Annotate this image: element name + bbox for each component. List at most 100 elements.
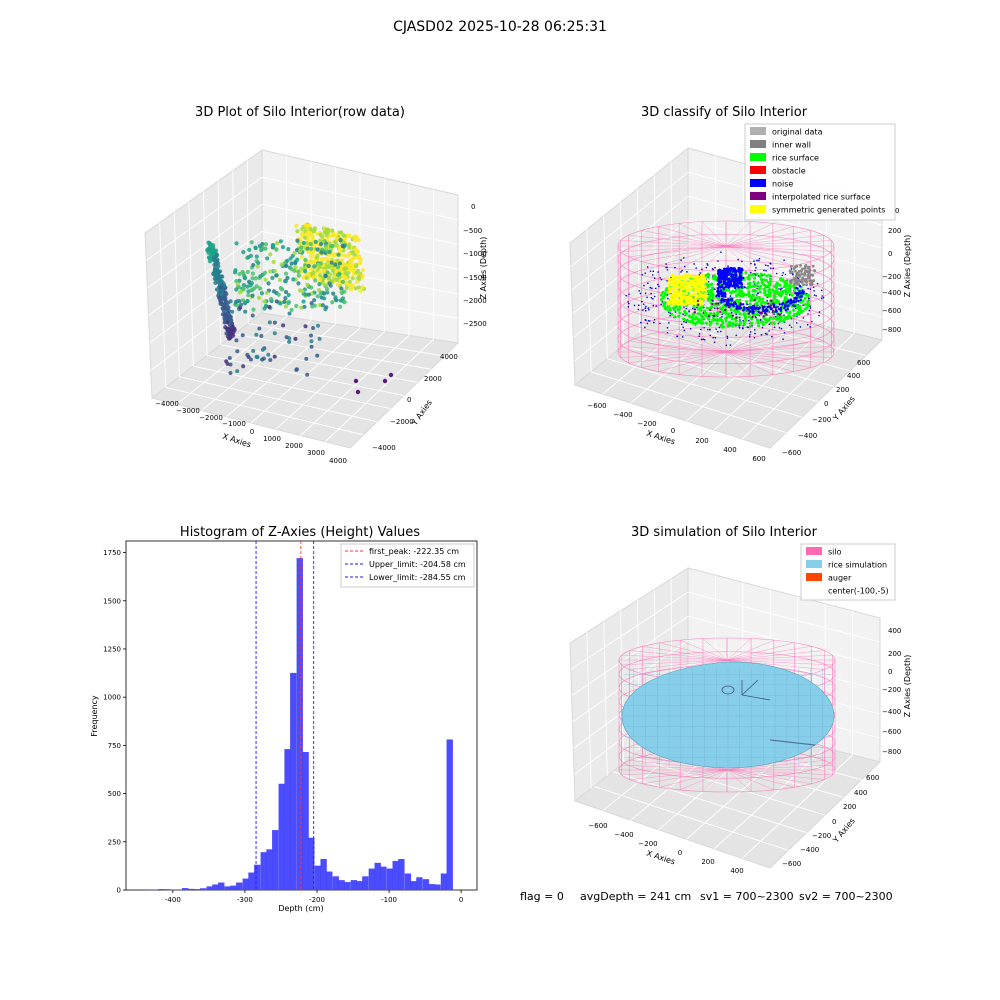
- rice-surface-point: [718, 316, 722, 320]
- raw-point: [315, 294, 320, 299]
- histogram-bar: [314, 865, 321, 891]
- histogram-bar: [284, 749, 291, 891]
- raw-point: [250, 276, 255, 281]
- grid-line: [741, 754, 853, 859]
- simulation-ytick: 400: [854, 789, 867, 797]
- legend-swatch: [806, 547, 822, 555]
- noise-point: [676, 335, 679, 337]
- noise-point: [650, 292, 652, 295]
- raw-point: [317, 277, 322, 282]
- noise-point: [770, 263, 772, 265]
- noise-point: [788, 324, 791, 327]
- raw-point: [267, 320, 272, 325]
- noise-point: [754, 332, 756, 335]
- raw-point: [339, 230, 344, 235]
- symmetric-point: [685, 296, 689, 300]
- grid-line: [573, 244, 689, 339]
- inner-wall-point: [803, 271, 807, 275]
- panel-histogram: Histogram of Z-Axies (Height) Values -40…: [90, 525, 478, 913]
- classify-3d-xticks: −600 −400 −200 0 200 400 600: [587, 402, 765, 463]
- raw-point: [243, 309, 248, 314]
- raw-point: [285, 275, 290, 281]
- noise-point: [674, 266, 676, 269]
- legend-swatch: [750, 205, 766, 213]
- histogram-bar: [422, 879, 430, 891]
- raw-point: [254, 354, 259, 359]
- noise-point: [755, 306, 759, 309]
- rice-surface-point: [748, 302, 752, 306]
- panel-raw-3d-title: 3D Plot of Silo Interior(row data): [195, 105, 405, 120]
- noise-point: [790, 268, 793, 270]
- noise-point: [813, 290, 815, 292]
- symmetric-point: [673, 275, 677, 279]
- rice-surface-point: [761, 320, 765, 324]
- noise-point: [783, 305, 787, 308]
- inner-wall-point: [797, 270, 801, 273]
- raw-point: [340, 243, 345, 249]
- simulation-xtick: −600: [588, 822, 607, 830]
- histogram-bar: [182, 888, 189, 891]
- silo-radial: [725, 234, 824, 247]
- raw-point: [269, 296, 274, 302]
- rice-surface-point: [783, 283, 787, 287]
- interpolated-point: [758, 311, 761, 314]
- inner-wall-point: [813, 269, 816, 272]
- noise-point: [720, 283, 724, 287]
- noise-point: [729, 267, 733, 271]
- noise-point: [713, 307, 716, 309]
- noise-point: [743, 308, 746, 311]
- raw-point: [246, 293, 251, 298]
- raw-point: [250, 293, 255, 298]
- classify-ztick: −800: [882, 326, 901, 334]
- interpolated-point: [733, 302, 736, 305]
- noise-point: [720, 272, 723, 275]
- rice-surface-point: [789, 315, 793, 319]
- rice-surface-point: [724, 288, 728, 292]
- ytick-label: 1250: [103, 645, 121, 653]
- rice-surface-point: [746, 276, 750, 280]
- raw-point: [228, 362, 233, 367]
- raw-point: [360, 274, 365, 279]
- symmetric-point: [693, 297, 697, 301]
- raw-point: [223, 298, 228, 303]
- interpolated-point: [731, 314, 735, 317]
- histogram-bar: [428, 884, 435, 891]
- raw-point: [344, 276, 349, 281]
- silo-radial: [725, 245, 794, 266]
- noise-point: [718, 277, 721, 280]
- raw-ytick: −4000: [372, 444, 396, 452]
- classify-3d-ylabel: Y Axies: [831, 394, 857, 423]
- silo-radial: [679, 223, 727, 247]
- noise-point: [720, 299, 723, 302]
- raw-point: [356, 238, 361, 243]
- histogram-bar: [302, 751, 309, 891]
- raw-point: [237, 272, 242, 277]
- noise-point: [789, 302, 792, 305]
- raw-point: [312, 298, 317, 303]
- raw-point: [331, 253, 336, 258]
- raw-point: [285, 258, 290, 263]
- rice-surface-point: [734, 310, 738, 314]
- rice-surface-point: [715, 322, 719, 326]
- grid-line: [687, 591, 881, 643]
- symmetric-point: [680, 276, 684, 280]
- symmetric-point: [700, 274, 704, 278]
- raw-xtick: 1000: [263, 435, 281, 443]
- raw-point: [283, 271, 289, 276]
- noise-point: [735, 313, 737, 316]
- noise-point: [773, 313, 775, 315]
- histogram-bar: [416, 877, 423, 891]
- silo-radial: [725, 351, 794, 372]
- rice-surface-point: [724, 319, 728, 323]
- simulation-ztick: −800: [882, 748, 901, 756]
- silo-radial: [726, 639, 774, 661]
- silo-radial: [726, 650, 825, 661]
- raw-point: [322, 291, 327, 296]
- raw-point: [318, 242, 324, 247]
- raw-point: [310, 234, 315, 239]
- classify-xtick: 400: [723, 446, 736, 454]
- legend-swatch: [750, 179, 766, 187]
- noise-point: [665, 263, 667, 265]
- rice-surface-point: [735, 322, 739, 326]
- rice-surface-point: [783, 299, 787, 303]
